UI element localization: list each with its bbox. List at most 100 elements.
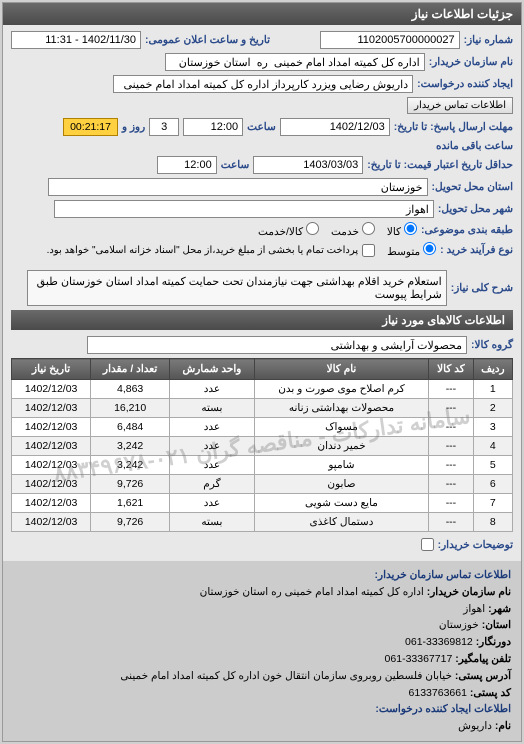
table-cell: صابون (254, 475, 428, 494)
send-date-input[interactable] (280, 118, 390, 136)
radio-service[interactable]: خدمت (331, 222, 375, 238)
table-cell: --- (429, 418, 474, 437)
table-cell: --- (429, 513, 474, 532)
need-desc-label: شرح کلی نیاز: (451, 282, 513, 294)
table-cell: 1 (473, 380, 512, 399)
remain-days-input (149, 118, 179, 136)
announce-dt-label: تاریخ و ساعت اعلان عمومی: (145, 34, 270, 46)
table-cell: بسته (170, 513, 255, 532)
contact-org: اداره کل کمیته امداد امام خمینی ره استان… (200, 586, 424, 598)
table-row[interactable]: 6---صابونگرم9,7261402/12/03 (12, 475, 513, 494)
send-time-input[interactable] (183, 118, 243, 136)
table-cell: عدد (170, 437, 255, 456)
table-cell: مایع دست شویی (254, 494, 428, 513)
province-label: استان محل تحویل: (432, 181, 513, 193)
table-cell: 1402/12/03 (12, 437, 91, 456)
radio-both-input[interactable] (306, 222, 319, 235)
city-input[interactable] (54, 200, 434, 218)
radio-service-input[interactable] (362, 222, 375, 235)
time-label-2: ساعت (221, 159, 250, 171)
table-row[interactable]: 3---مسواکعدد6,4841402/12/03 (12, 418, 513, 437)
buyer-notes-checkbox[interactable] (421, 538, 434, 551)
contact-org-label: نام سازمان خریدار: (427, 586, 511, 598)
table-row[interactable]: 4---خمیر دندانعدد3,2421402/12/03 (12, 437, 513, 456)
table-cell: گرم (170, 475, 255, 494)
contact-tel: 33369812-061 (405, 636, 473, 648)
radio-pay-mid-input[interactable] (423, 242, 436, 255)
table-cell: عدد (170, 418, 255, 437)
table-cell: 9,726 (91, 475, 170, 494)
table-row[interactable]: 1---کرم اصلاح موی صورت و بدنعدد4,8631402… (12, 380, 513, 399)
contact-post-label: کد پستی: (470, 687, 511, 699)
table-cell: محصولات بهداشتی زنانه (254, 399, 428, 418)
contact-city: اهواز (463, 603, 485, 615)
table-cell: 1402/12/03 (12, 513, 91, 532)
table-body: 1---کرم اصلاح موی صورت و بدنعدد4,8631402… (12, 380, 513, 532)
contact-phone: 33367717-061 (385, 653, 453, 665)
radio-both[interactable]: کالا/خدمت (258, 222, 319, 238)
table-cell: 7 (473, 494, 512, 513)
table-row[interactable]: 5---شامپوعدد3,2421402/12/03 (12, 456, 513, 475)
announce-dt-input[interactable] (11, 31, 141, 49)
contact-req: داریوش (458, 720, 492, 732)
contact-title: اطلاعات تماس سازمان خریدار: (13, 567, 511, 584)
table-cell: خمیر دندان (254, 437, 428, 456)
need-no-label: شماره نیاز: (464, 34, 513, 46)
table-cell: 1,621 (91, 494, 170, 513)
table-cell: 3,242 (91, 456, 170, 475)
time-label-1: ساعت (247, 121, 276, 133)
valid-date-input[interactable] (253, 156, 363, 174)
form-area: شماره نیاز: تاریخ و ساعت اعلان عمومی: نا… (3, 25, 521, 561)
valid-time-input[interactable] (157, 156, 217, 174)
table-cell: 4,863 (91, 380, 170, 399)
requester-input[interactable] (113, 75, 413, 93)
requester-label: ایجاد کننده درخواست: (417, 78, 513, 90)
buyer-notes-label: توضیحات خریدار: (438, 539, 513, 551)
buyer-contact-button[interactable]: اطلاعات تماس خریدار (407, 97, 513, 114)
table-header-row: ردیفکد کالانام کالاواحد شمارشتعداد / مقد… (12, 359, 513, 380)
pay-type-label: نوع فرآیند خرید : (440, 244, 513, 256)
province-input[interactable] (48, 178, 428, 196)
table-cell: 1402/12/03 (12, 399, 91, 418)
send-deadline-label: مهلت ارسال پاسخ: تا تاریخ: (394, 121, 513, 133)
table-cell: 6 (473, 475, 512, 494)
table-cell: بسته (170, 399, 255, 418)
col-header: ردیف (473, 359, 512, 380)
table-row[interactable]: 7---مایع دست شوییعدد1,6211402/12/03 (12, 494, 513, 513)
contact-block: اطلاعات تماس سازمان خریدار: نام سازمان خ… (3, 561, 521, 741)
contact-post: 6133763661 (409, 687, 467, 699)
table-cell: 1402/12/03 (12, 418, 91, 437)
remaining-label: ساعت باقی مانده (436, 140, 513, 152)
table-cell: 1402/12/03 (12, 494, 91, 513)
buyer-name-input[interactable] (165, 53, 425, 71)
need-desc-box: استعلام خرید اقلام بهداشتی جهت نیازمندان… (27, 270, 447, 306)
table-cell: 1402/12/03 (12, 380, 91, 399)
goods-group-input[interactable] (87, 336, 467, 354)
treasury-checkbox[interactable] (362, 244, 375, 257)
table-cell: عدد (170, 456, 255, 475)
countdown-timer: 00:21:17 (63, 118, 118, 136)
table-cell: 2 (473, 399, 512, 418)
table-row[interactable]: 8---دستمال کاغذیبسته9,7261402/12/03 (12, 513, 513, 532)
contact-prov: خوزستان (439, 619, 479, 631)
table-cell: 6,484 (91, 418, 170, 437)
table-cell: 9,726 (91, 513, 170, 532)
contact-phone-label: تلفن پیامگیر: (455, 653, 511, 665)
contact-addr: خیابان فلسطین روبروی سازمان انتقال خون ا… (120, 670, 452, 682)
col-header: تعداد / مقدار (91, 359, 170, 380)
pay-note-text: پرداخت تمام یا بخشی از مبلغ خرید،از محل … (47, 245, 359, 256)
validity-label: حداقل تاریخ اعتبار قیمت: تا تاریخ: (367, 159, 513, 171)
budget-row-label: طبقه بندی موضوعی: (421, 224, 513, 236)
table-cell: --- (429, 380, 474, 399)
radio-goods-input[interactable] (404, 222, 417, 235)
table-row[interactable]: 2---محصولات بهداشتی زنانهبسته16,2101402/… (12, 399, 513, 418)
radio-goods[interactable]: کالا (387, 222, 417, 238)
table-cell: عدد (170, 494, 255, 513)
need-no-input[interactable] (320, 31, 460, 49)
radio-pay-mid[interactable]: متوسط (387, 242, 436, 258)
table-cell: شامپو (254, 456, 428, 475)
contact-city-label: شهر: (488, 603, 511, 615)
table-cell: مسواک (254, 418, 428, 437)
table-cell: عدد (170, 380, 255, 399)
table-cell: 5 (473, 456, 512, 475)
